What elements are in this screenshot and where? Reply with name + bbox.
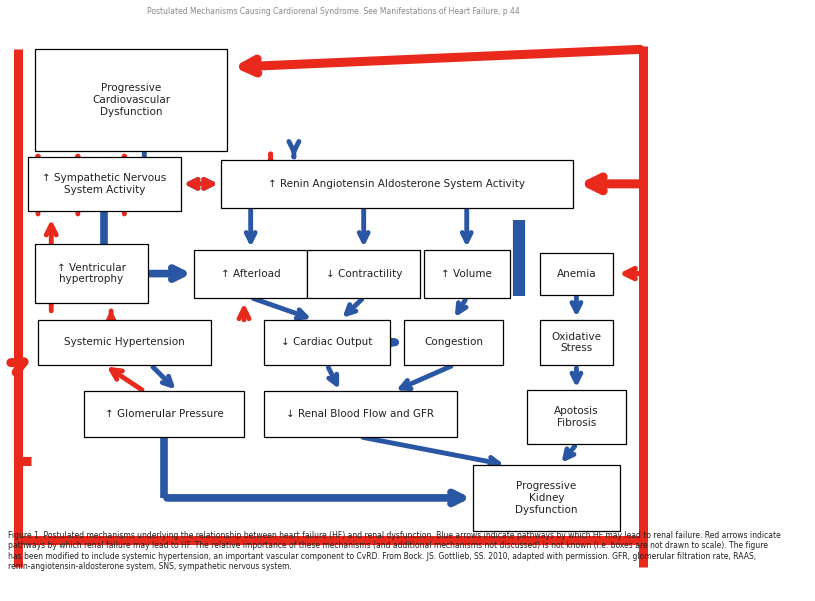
FancyBboxPatch shape [28, 157, 181, 211]
Text: Oxidative
Stress: Oxidative Stress [552, 332, 601, 353]
Text: Progressive
Cardiovascular
Dysfunction: Progressive Cardiovascular Dysfunction [92, 84, 170, 117]
FancyBboxPatch shape [221, 160, 573, 208]
FancyBboxPatch shape [526, 390, 626, 444]
FancyBboxPatch shape [34, 49, 227, 151]
Text: Postulated Mechanisms Causing Cardiorenal Syndrome. See Manifestations of Heart : Postulated Mechanisms Causing Cardiorena… [148, 7, 520, 16]
Text: ↓ Renal Blood Flow and GFR: ↓ Renal Blood Flow and GFR [286, 409, 434, 419]
FancyBboxPatch shape [307, 249, 421, 297]
FancyBboxPatch shape [38, 320, 211, 365]
FancyBboxPatch shape [194, 249, 307, 297]
Text: Progressive
Kidney
Dysfunction: Progressive Kidney Dysfunction [515, 481, 578, 514]
FancyBboxPatch shape [540, 252, 613, 294]
FancyBboxPatch shape [85, 391, 244, 437]
Text: ↑ Ventricular
hypertrophy: ↑ Ventricular hypertrophy [56, 263, 126, 284]
FancyBboxPatch shape [403, 320, 504, 365]
FancyBboxPatch shape [264, 391, 456, 437]
Text: ↓ Contractility: ↓ Contractility [325, 269, 402, 279]
Text: ↑ Renin Angiotensin Aldosterone System Activity: ↑ Renin Angiotensin Aldosterone System A… [268, 179, 526, 189]
FancyBboxPatch shape [424, 249, 510, 297]
Text: Systemic Hypertension: Systemic Hypertension [64, 337, 185, 347]
Text: Figure 1. Postulated mechanisms underlying the relationship between heart failur: Figure 1. Postulated mechanisms underlyi… [8, 531, 781, 571]
Text: Congestion: Congestion [424, 337, 483, 347]
Text: Apotosis
Fibrosis: Apotosis Fibrosis [554, 406, 599, 428]
FancyBboxPatch shape [264, 320, 390, 365]
Text: ↓ Cardiac Output: ↓ Cardiac Output [281, 337, 372, 347]
FancyBboxPatch shape [540, 320, 613, 365]
Text: ↑ Afterload: ↑ Afterload [221, 269, 280, 279]
Text: Anemia: Anemia [557, 269, 597, 279]
FancyBboxPatch shape [34, 243, 148, 304]
Text: ↑ Volume: ↑ Volume [441, 269, 492, 279]
Text: ↑ Glomerular Pressure: ↑ Glomerular Pressure [105, 409, 223, 419]
Text: ↑ Sympathetic Nervous
System Activity: ↑ Sympathetic Nervous System Activity [42, 173, 166, 195]
FancyBboxPatch shape [474, 465, 619, 531]
